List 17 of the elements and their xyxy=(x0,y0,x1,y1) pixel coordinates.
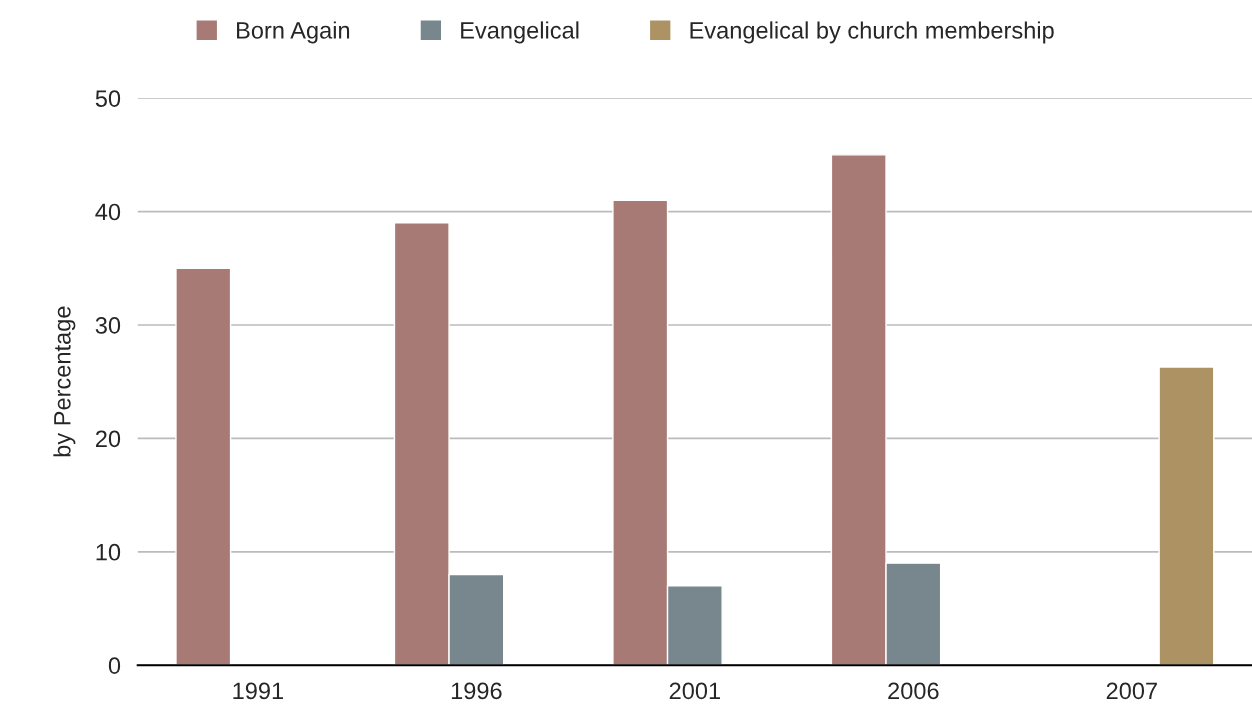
x-tick-label: 2006 xyxy=(888,682,939,700)
bar xyxy=(175,267,232,666)
bar xyxy=(1158,366,1215,666)
x-tick-label: 1996 xyxy=(451,682,502,700)
x-tick-label: 1991 xyxy=(233,682,283,700)
y-tick-label: 0 xyxy=(108,657,121,674)
x-tick-label: 2007 xyxy=(1106,682,1157,700)
legend-label: Evangelical xyxy=(461,21,579,44)
legend-label: Evangelical by church membership xyxy=(690,21,1054,44)
y-axis-title: by Percentage xyxy=(53,306,76,457)
y-tick-label: 40 xyxy=(95,203,121,221)
legend-label: Born Again xyxy=(237,21,350,44)
y-tick-label: 30 xyxy=(95,317,121,334)
x-tick-label: 2001 xyxy=(669,682,720,700)
y-tick-label: 20 xyxy=(95,430,121,448)
y-tick-label: 10 xyxy=(96,543,121,561)
y-tick-label: 50 xyxy=(95,90,121,107)
